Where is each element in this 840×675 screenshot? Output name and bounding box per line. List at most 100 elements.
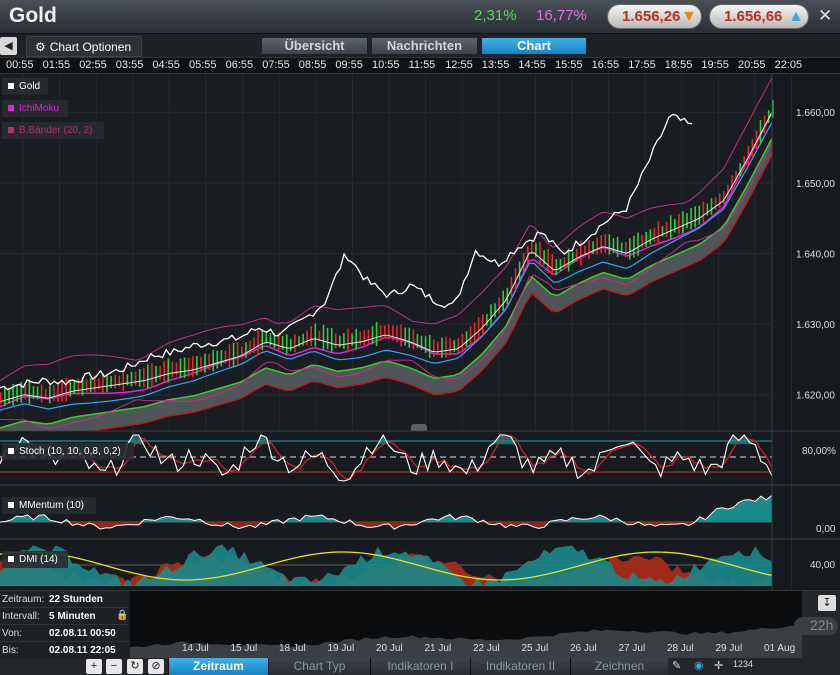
candle	[620, 242, 623, 254]
candle	[437, 341, 439, 356]
candle	[763, 115, 766, 134]
candle	[702, 201, 705, 224]
candle	[653, 227, 656, 242]
candle	[61, 380, 63, 402]
candle	[40, 384, 43, 403]
time-tick-label: 07:55	[262, 59, 290, 71]
legend-bollinger[interactable]: B.Bänder (20, 2)	[2, 122, 104, 139]
numbers-icon[interactable]: 1234	[733, 659, 754, 669]
candle	[625, 241, 627, 257]
toolbar-tab-draw[interactable]: Zeichnen	[570, 658, 668, 675]
candle	[727, 184, 729, 198]
legend-gold[interactable]: Gold	[2, 78, 48, 95]
candle	[359, 331, 361, 346]
candle	[604, 234, 607, 253]
navigator-date-label: 01 Aug	[764, 643, 796, 654]
candle	[526, 245, 529, 263]
time-tick-label: 18:55	[664, 59, 693, 71]
time-tick-label: 04:55	[152, 59, 180, 71]
legend-ichimoku[interactable]: IchiMoku	[2, 100, 68, 117]
target-icon[interactable]: ◉	[694, 660, 704, 672]
y-tick-label: 1.640,00	[796, 249, 835, 260]
tab-overview[interactable]: Übersicht	[261, 37, 368, 55]
legend-momentum[interactable]: MMentum (10)	[2, 497, 96, 514]
navigator-range-handle[interactable]: 22h	[794, 617, 838, 635]
tab-chart[interactable]: Chart	[481, 37, 587, 55]
pencil-icon[interactable]: ✎	[672, 660, 682, 672]
change-percent-alt: 16,77%	[536, 7, 587, 24]
candle	[44, 388, 47, 400]
zoom-out-icon[interactable]: −	[106, 659, 122, 674]
candle	[445, 336, 447, 358]
candle	[543, 250, 545, 265]
stoch-level-label: 80,00%	[802, 446, 836, 457]
candle	[469, 326, 472, 345]
navigator-date-label: 27 Jul	[618, 643, 646, 654]
candle	[449, 338, 451, 356]
chart-options-label: Chart Optionen	[49, 40, 132, 54]
candle	[502, 290, 504, 311]
momentum-level-label: 0,00	[816, 524, 836, 535]
candle	[314, 323, 317, 347]
legend-swatch	[8, 105, 14, 111]
reset-icon[interactable]: ⊘	[148, 659, 164, 674]
candle	[334, 333, 337, 349]
candle	[596, 237, 598, 255]
candle	[122, 369, 125, 391]
legend-dmi[interactable]: DMI (14)	[2, 551, 68, 568]
buy-price-button[interactable]: 1.656,66 ▲	[709, 4, 809, 29]
candle	[143, 367, 145, 388]
candle	[420, 335, 423, 350]
candle	[657, 221, 660, 245]
toolbar-tab-chart-type[interactable]: Chart Typ	[268, 658, 370, 675]
toolbar-tab-period[interactable]: Zeitraum	[168, 658, 268, 675]
y-tick-label: 1.620,00	[796, 391, 835, 402]
candle	[298, 336, 300, 347]
info-value: 5 Minuten	[49, 611, 96, 622]
time-tick-label: 01:55	[42, 59, 71, 71]
sell-price-button[interactable]: 1.656,26 ▼	[607, 4, 702, 29]
candle	[273, 333, 276, 349]
toolbar-tab-indicators-2[interactable]: Indikatoren II	[470, 658, 570, 675]
back-button[interactable]: ◀	[0, 37, 17, 55]
download-icon[interactable]: ↧	[818, 595, 836, 611]
candle	[196, 356, 198, 376]
candle	[20, 381, 22, 403]
candle	[735, 170, 737, 183]
candle	[339, 335, 341, 348]
candle	[490, 304, 492, 327]
refresh-icon[interactable]: ↻	[127, 659, 143, 674]
candle	[49, 385, 51, 404]
sell-price: 1.656,26	[622, 8, 681, 25]
candle	[612, 238, 615, 254]
candle	[551, 254, 553, 275]
candle	[559, 258, 562, 271]
change-percent: 2,31%	[474, 7, 517, 24]
candle	[588, 240, 590, 259]
candle	[4, 387, 6, 407]
candle	[424, 336, 427, 353]
zoom-in-icon[interactable]: +	[86, 659, 102, 674]
y-tick-label: 1.630,00	[796, 320, 835, 331]
candle	[482, 314, 484, 335]
lock-icon[interactable]: 🔒	[116, 610, 129, 621]
candle	[347, 328, 349, 353]
dmi-adx-line	[0, 551, 773, 581]
candle	[392, 325, 394, 341]
tab-news[interactable]: Nachrichten	[371, 37, 478, 55]
crosshair-icon[interactable]: ✛	[714, 660, 724, 672]
time-tick-label: 03:55	[115, 59, 144, 71]
buy-price: 1.656,66	[724, 8, 783, 25]
candle	[277, 332, 280, 351]
ichimoku-tenkan	[0, 112, 773, 408]
chart-options-tab[interactable]: ⚙ Chart Optionen	[26, 36, 142, 57]
close-icon[interactable]: ✕	[818, 6, 833, 25]
candle	[739, 163, 741, 177]
legend-stoch[interactable]: Stoch (10, 10, 0,8, 0,2)	[2, 443, 134, 460]
navigator[interactable]: 14 Jul 15 Jul 18 Jul 19 Jul 20 Jul 21 Jul 22 J…	[130, 591, 802, 659]
candle	[718, 193, 721, 208]
legend-gold-label: Gold	[19, 81, 41, 92]
candle	[514, 268, 517, 291]
toolbar-tab-indicators-1[interactable]: Indikatoren I	[370, 658, 470, 675]
